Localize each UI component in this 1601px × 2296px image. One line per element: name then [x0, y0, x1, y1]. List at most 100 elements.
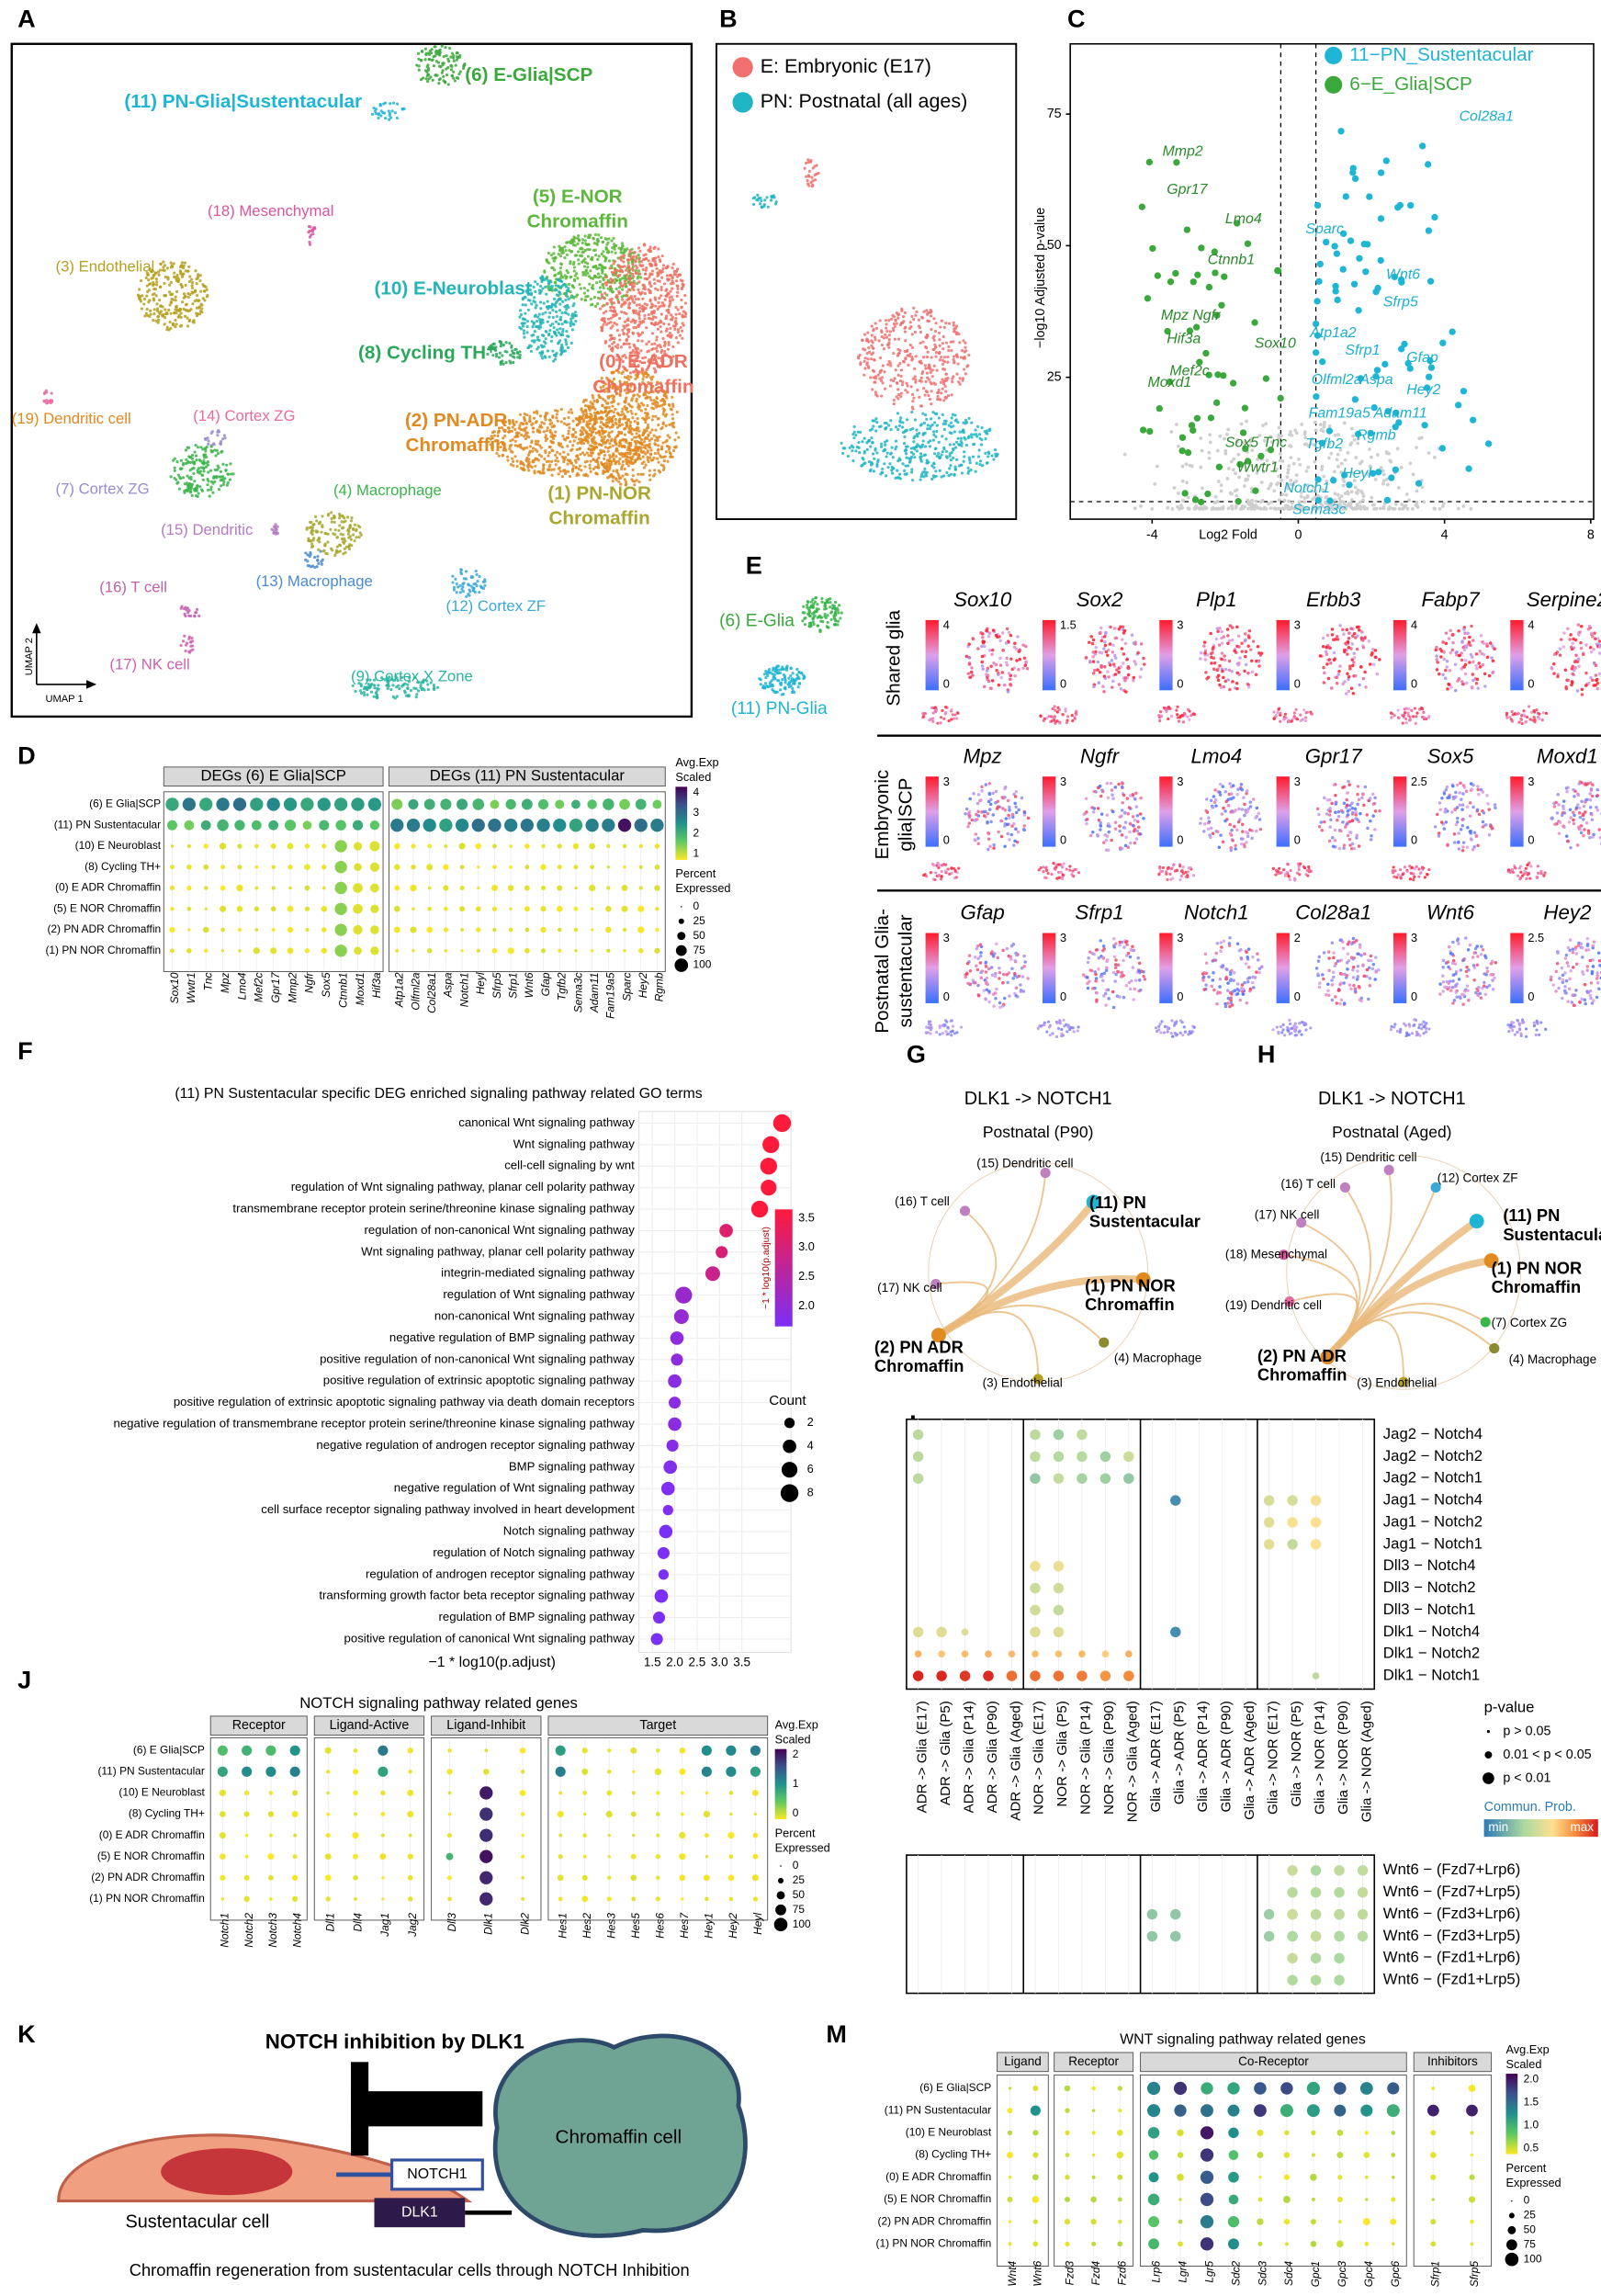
cell-dot	[511, 425, 514, 429]
cell-dot	[224, 469, 228, 472]
cell-dot	[613, 281, 616, 285]
cell-dot	[603, 461, 608, 465]
cell-dot	[944, 455, 949, 458]
cell-dot	[875, 451, 879, 455]
cell-dot	[648, 452, 653, 456]
cell-dot	[321, 525, 324, 529]
cell-dot	[666, 291, 670, 295]
cell-dot	[944, 372, 948, 376]
cell-dot	[508, 359, 512, 363]
cell-dot	[872, 329, 875, 333]
cell-dot	[338, 549, 342, 553]
cell-dot	[513, 423, 516, 427]
cell-dot	[209, 488, 213, 492]
cell-dot	[929, 370, 932, 374]
cell-dot	[446, 83, 450, 86]
cell-dot	[898, 322, 903, 327]
cell-dot	[626, 290, 629, 294]
cell-dot	[605, 402, 609, 405]
gene-dot	[1254, 499, 1258, 503]
cell-dot	[874, 377, 878, 380]
cell-dot	[912, 440, 916, 444]
cell-dot	[580, 254, 584, 258]
cell-dot	[660, 427, 663, 431]
cell-dot	[458, 70, 462, 74]
cell-dot	[560, 351, 564, 355]
cell-dot	[560, 251, 564, 255]
cell-dot	[637, 254, 640, 257]
cell-dot	[329, 527, 333, 531]
cell-dot	[637, 297, 640, 301]
cell-dot	[591, 441, 594, 445]
arrow	[32, 623, 41, 634]
cell-dot	[603, 457, 606, 460]
cell-dot	[560, 446, 564, 449]
cell-dot	[613, 321, 616, 325]
gene-dot	[1388, 505, 1392, 509]
cell-dot	[593, 465, 597, 469]
cluster-label: Chromaffin	[527, 210, 628, 232]
cell-dot	[944, 322, 948, 325]
cell-dot	[581, 441, 586, 446]
cell-dot	[378, 112, 381, 116]
cell-dot	[610, 288, 614, 291]
cell-dot	[676, 308, 680, 311]
axis-label: Log2 Fold	[1199, 527, 1257, 542]
cell-dot	[570, 328, 575, 332]
cell-dot	[567, 429, 570, 433]
cell-dot	[873, 380, 876, 384]
cell-dot	[921, 356, 926, 359]
cell-dot	[219, 479, 222, 482]
cell-dot	[910, 427, 915, 431]
cell-dot	[616, 256, 620, 260]
cell-dot	[869, 460, 874, 465]
cell-dot	[206, 488, 210, 492]
cell-dot	[647, 259, 650, 263]
gene-dot	[1214, 371, 1222, 379]
cell-dot	[608, 334, 613, 337]
cell-dot	[190, 290, 194, 294]
gene-dot	[1260, 498, 1265, 503]
cell-dot	[657, 416, 660, 421]
cell-dot	[272, 525, 276, 528]
x-tick-label: 8	[1587, 527, 1595, 542]
cell-dot	[940, 391, 943, 395]
cell-dot	[621, 265, 625, 268]
cell-dot	[588, 426, 592, 430]
cell-dot	[657, 460, 660, 464]
cell-dot	[613, 458, 616, 461]
cell-dot	[552, 359, 556, 363]
cell-dot	[924, 413, 928, 417]
cell-dot	[611, 444, 614, 447]
gene-dot	[1291, 461, 1296, 466]
cell-dot	[537, 288, 542, 292]
cluster-label: (9) Cortex X Zone	[351, 667, 473, 684]
cell-dot	[610, 430, 614, 434]
cell-dot	[174, 318, 177, 322]
cell-dot	[565, 307, 569, 311]
cell-dot	[643, 257, 647, 261]
gene-dot	[1225, 477, 1230, 481]
cell-dot	[658, 305, 661, 309]
cell-dot	[568, 426, 571, 430]
cell-dot	[607, 345, 612, 348]
cell-dot	[655, 435, 659, 439]
cell-dot	[152, 292, 156, 296]
cell-dot	[175, 277, 178, 281]
cell-dot	[863, 461, 867, 465]
panel-letter: J	[17, 1667, 31, 1694]
cell-dot	[644, 435, 648, 439]
cell-dot	[671, 402, 675, 406]
cell-dot	[178, 269, 182, 273]
cell-dot	[603, 454, 606, 458]
cell-dot	[163, 294, 166, 298]
cell-dot	[661, 464, 665, 468]
cell-dot	[456, 585, 460, 589]
cell-dot	[942, 356, 947, 359]
cell-dot	[555, 293, 559, 297]
cell-dot	[547, 355, 551, 359]
cell-dot	[657, 255, 660, 259]
cell-dot	[349, 519, 354, 523]
cell-dot	[200, 489, 205, 492]
cell-dot	[548, 419, 552, 423]
